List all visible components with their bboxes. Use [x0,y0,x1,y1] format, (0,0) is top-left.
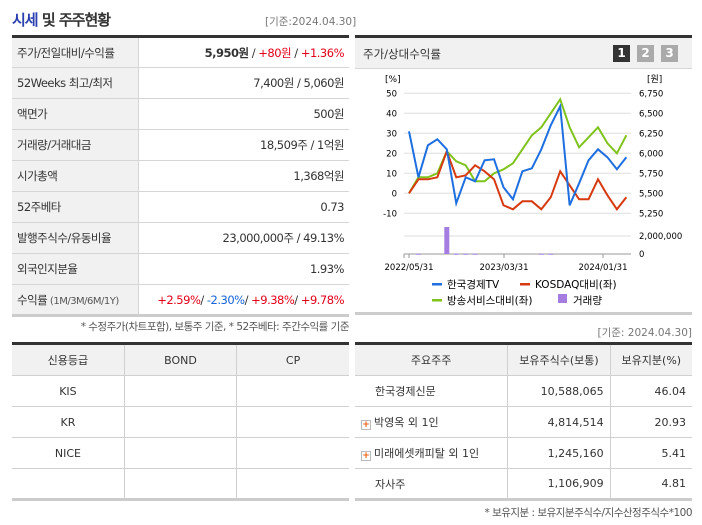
table-row: + 박영옥 외 1인 4,814,514 20.93 [355,406,692,438]
legend-swatch [520,283,530,286]
table-row: 수익률 (1M/3M/6M/1Y) +2.59%/ -2.30%/ +9.38%/… [12,284,349,316]
table-row: KIS [12,375,349,407]
table-row: 외국인지분율 1.93% [12,253,349,285]
y2-tick-label: 5,500 [639,189,663,199]
volume-tick-label: 0 [639,250,644,260]
chart-title: 주가/상대수익률 [355,38,692,69]
chart-as-of-date: [기준: 2024.04.30] [597,327,692,339]
legend-label: KOSDAQ대비(좌) [535,279,617,291]
y2-tick-label: 6,000 [639,149,663,159]
y-tick-label: 0 [392,189,397,199]
y2-tick-label: 6,250 [639,129,663,139]
legend-swatch [558,294,567,303]
volume-bar [415,253,421,255]
chart-page-2-button[interactable]: 2 [637,45,654,62]
table-row: 거래량/거래대금 18,509주 / 1억원 [12,129,349,161]
y-tick-label: 10 [386,169,397,179]
x-tick-label: 2024/01/31 [579,263,628,273]
volume-bar [548,253,554,255]
series-line [408,102,628,208]
volume-bar [472,253,478,255]
credit-rating-table: 신용등급 BOND CP KIS KR NICE [12,342,349,501]
volume-tick-label: 2,000,000 [639,232,682,242]
summary-footnote: * 수정주가(차트포함), 보통주 기준, * 52주베타: 주간수익률 기준 [80,321,350,333]
chart-page-1-button[interactable]: 1 [613,45,630,62]
expand-icon[interactable]: + [361,451,371,461]
table-row: 액면가 500원 [12,98,349,130]
chart-panel: 주가/상대수익률 1 2 3 [355,35,692,315]
y-tick-label: 20 [386,149,397,159]
y2-tick-label: 5,750 [639,169,663,179]
chart-page-3-button[interactable]: 3 [661,45,678,62]
right-unit-label: [원] [647,74,662,85]
legend-label: 거래량 [573,295,602,307]
table-row: 한국경제신문 10,588,065 46.04 [355,375,692,407]
table-row: + 미래에셋캐피탈 외 1인 1,245,160 5.41 [355,437,692,469]
table-row: 시가총액 1,368억원 [12,160,349,192]
expand-icon[interactable]: + [361,420,371,430]
x-tick-label: 2022/05/31 [385,263,434,273]
volume-bar [453,253,459,255]
table-row: NICE [12,437,349,469]
change-pct: +1.36% [300,45,345,60]
series-line [408,148,628,211]
page-title: 시세 및 주주현황 [12,11,111,29]
y-tick-label: 30 [386,129,397,139]
table-row: 52주베타 0.73 [12,191,349,223]
table-row: 52Weeks 최고/최저 7,400원 / 5,060원 [12,67,349,99]
legend-label: 방송서비스대비(좌) [447,295,532,307]
y-tick-label: -10 [383,209,397,219]
volume-bar [538,253,544,255]
legend-swatch [432,283,442,286]
price: 5,950원 [204,45,249,60]
as-of-date: [기준:2024.04.30] [265,16,357,28]
y-tick-label: 50 [386,89,397,99]
table-row: 발행주식수/유동비율 23,000,000주 / 49.13% [12,222,349,254]
y2-tick-label: 6,500 [639,109,663,119]
y2-tick-label: 6,750 [639,89,663,99]
major-shareholders-table: 주요주주 보유주식수(보통) 보유지분(%) 한국경제신문 10,588,065 46.… [355,342,692,501]
x-tick-label: 2023/03/31 [480,263,529,273]
y2-tick-label: 5,250 [639,209,663,219]
legend-label: 한국경제TV [447,278,500,291]
price-summary-table: 주가/전일대비/수익률 5,950원 / +80원 / +1.36% 52Week… [12,35,349,317]
table-row: KR [12,406,349,438]
legend-swatch [432,299,442,302]
volume-bar [444,227,450,254]
table-row: 주가/전일대비/수익률 5,950원 / +80원 / +1.36% [12,36,349,68]
change: +80원 [258,45,292,60]
y-tick-label: 40 [386,109,397,119]
table-row: 자사주 1,106,909 4.81 [355,468,692,500]
left-unit-label: [%] [385,75,401,85]
legend: 한국경제TV KOSDAQ대비(좌) 방송서비스대비(좌) 거래량 [432,278,617,307]
volume-bar [463,253,469,255]
holders-footnote: * 보유지분 : 보유지분주식수/지수산정주식수*100 [484,507,692,519]
table-row [12,468,349,500]
